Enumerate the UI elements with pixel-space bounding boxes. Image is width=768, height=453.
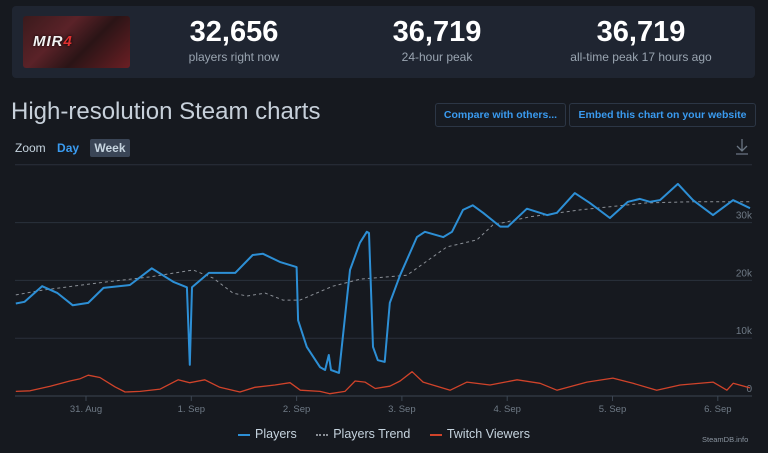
y-tick-label: 10k <box>736 326 753 337</box>
stat-players-now: 32,656 players right now <box>144 16 324 64</box>
steamdb-credit[interactable]: SteamDB.info <box>702 435 749 444</box>
game-thumbnail[interactable]: MIR4 <box>23 16 130 68</box>
stat-24h-peak: 36,719 24-hour peak <box>347 16 527 64</box>
zoom-controls: Zoom Day Week <box>15 139 130 157</box>
y-tick-label: 20k <box>736 268 753 279</box>
stats-panel: MIR4 32,656 players right now 36,719 24-… <box>12 6 755 78</box>
stat-label: all-time peak 17 hours ago <box>570 50 712 64</box>
game-logo: MIR4 <box>33 33 73 50</box>
players-line <box>15 182 751 374</box>
page-title: High-resolution Steam charts <box>11 98 321 125</box>
stat-label: players right now <box>188 50 280 64</box>
legend-swatch <box>238 433 251 436</box>
y-tick-label: 30k <box>736 211 753 222</box>
zoom-label: Zoom <box>15 141 46 155</box>
x-tick-label: 5. Sep <box>599 404 626 415</box>
x-tick-label: 3. Sep <box>388 404 415 415</box>
y-tick-label: 0 <box>746 384 752 395</box>
twitch-viewers-line <box>15 371 751 395</box>
legend-players[interactable]: Players <box>238 427 297 441</box>
x-tick-label: 2. Sep <box>283 404 310 415</box>
stat-label: 24-hour peak <box>401 50 473 64</box>
players-trend-line <box>15 201 750 301</box>
x-tick-label: 31. Aug <box>70 404 102 415</box>
legend-label: Twitch Viewers <box>446 427 530 441</box>
legend-label: Players Trend <box>333 427 411 441</box>
chart-legend: Players Players Trend Twitch Viewers <box>0 427 768 441</box>
x-tick-label: 4. Sep <box>493 404 520 415</box>
legend-swatch <box>429 433 442 436</box>
zoom-day-button[interactable]: Day <box>57 141 80 155</box>
download-icon[interactable] <box>735 138 749 156</box>
legend-swatch <box>316 433 329 436</box>
x-tick-label: 6. Sep <box>704 404 731 415</box>
zoom-week-button[interactable]: Week <box>90 139 130 157</box>
legend-players-trend[interactable]: Players Trend <box>316 427 410 441</box>
compare-button[interactable]: Compare with others... <box>435 103 566 127</box>
embed-chart-button[interactable]: Embed this chart on your website <box>569 103 756 127</box>
legend-label: Players <box>255 427 297 441</box>
stat-value: 36,719 <box>596 16 686 48</box>
stat-value: 32,656 <box>189 16 279 48</box>
legend-twitch-viewers[interactable]: Twitch Viewers <box>429 427 530 441</box>
stat-value: 36,719 <box>392 16 482 48</box>
x-tick-label: 1. Sep <box>178 404 205 415</box>
stat-all-time-peak: 36,719 all-time peak 17 hours ago <box>551 16 731 64</box>
